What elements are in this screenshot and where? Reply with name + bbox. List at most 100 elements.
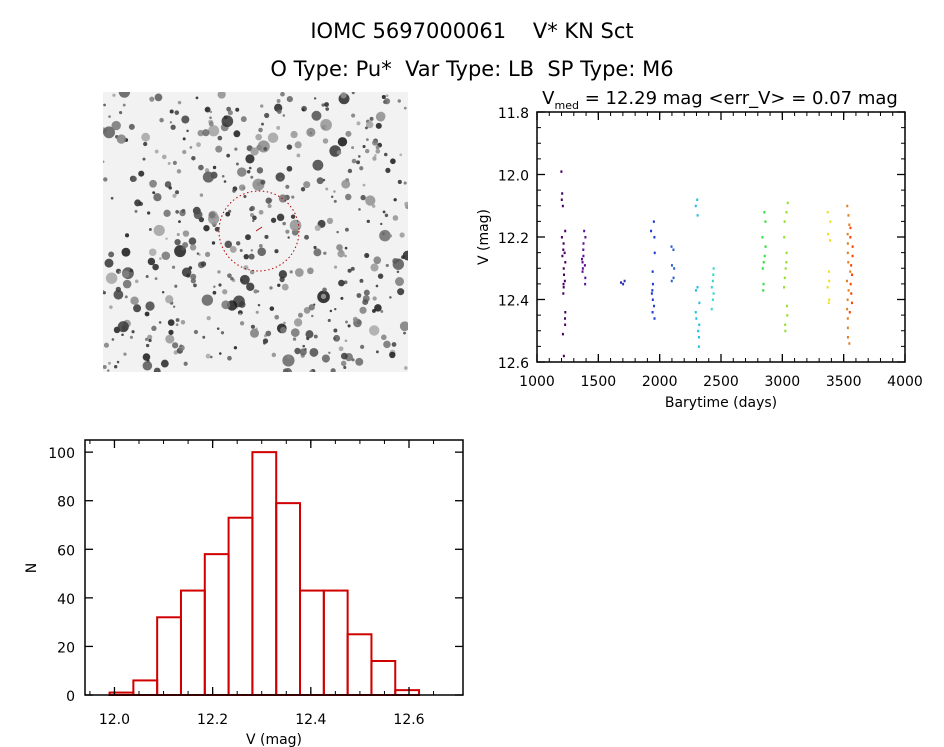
y-tick-label: 100 bbox=[48, 446, 75, 462]
data-point bbox=[562, 286, 565, 289]
light-curve-title: Vmed = 12.29 mag <err_V> = 0.07 mag bbox=[542, 88, 898, 112]
star bbox=[186, 129, 189, 133]
star bbox=[375, 122, 382, 129]
star bbox=[276, 99, 281, 103]
star bbox=[232, 189, 236, 193]
star bbox=[360, 194, 366, 201]
star bbox=[212, 290, 217, 295]
star bbox=[282, 221, 286, 226]
data-point bbox=[850, 292, 853, 295]
star bbox=[290, 214, 296, 219]
target-circle-marker bbox=[218, 190, 300, 272]
star bbox=[209, 116, 212, 120]
data-point bbox=[562, 242, 565, 245]
star bbox=[109, 305, 113, 309]
star bbox=[103, 342, 110, 348]
star bbox=[148, 248, 157, 257]
star bbox=[165, 334, 175, 344]
star bbox=[210, 355, 213, 359]
star bbox=[200, 261, 207, 267]
star bbox=[358, 208, 361, 211]
star bbox=[163, 209, 171, 217]
data-point bbox=[712, 273, 715, 276]
data-point bbox=[651, 311, 654, 314]
data-point bbox=[696, 286, 699, 289]
star bbox=[404, 366, 408, 370]
star bbox=[374, 304, 382, 312]
star bbox=[285, 184, 290, 189]
star bbox=[208, 121, 214, 127]
y-tick-label: 60 bbox=[57, 543, 75, 559]
star bbox=[216, 327, 220, 330]
data-point bbox=[826, 286, 829, 289]
star bbox=[220, 331, 225, 335]
star bbox=[274, 249, 279, 254]
star bbox=[234, 147, 238, 151]
star bbox=[227, 110, 233, 116]
star bbox=[340, 92, 347, 99]
data-point bbox=[670, 279, 673, 283]
star bbox=[281, 283, 289, 291]
y-tick-label: 20 bbox=[57, 640, 75, 656]
star bbox=[347, 324, 351, 328]
star bbox=[366, 138, 369, 141]
star bbox=[403, 331, 406, 335]
histogram-ylabel: N bbox=[24, 563, 40, 573]
star bbox=[372, 296, 377, 301]
star bbox=[397, 179, 402, 185]
data-point bbox=[653, 236, 656, 239]
data-point bbox=[650, 292, 653, 295]
star-layer bbox=[103, 92, 408, 372]
star bbox=[282, 354, 295, 367]
star bbox=[270, 217, 277, 223]
star bbox=[172, 342, 179, 349]
data-point bbox=[583, 229, 586, 233]
star bbox=[338, 279, 345, 287]
star bbox=[142, 360, 153, 371]
star bbox=[307, 267, 314, 275]
star bbox=[193, 283, 197, 288]
star bbox=[246, 170, 251, 174]
star bbox=[213, 285, 216, 288]
star bbox=[239, 321, 245, 326]
star bbox=[250, 249, 254, 252]
star bbox=[395, 277, 404, 287]
data-point bbox=[786, 201, 789, 205]
light-curve-ylabel: V (mag) bbox=[476, 209, 492, 265]
star bbox=[118, 92, 131, 98]
star bbox=[280, 326, 287, 334]
star bbox=[122, 103, 126, 107]
star bbox=[206, 315, 211, 321]
star bbox=[207, 125, 220, 137]
star bbox=[182, 149, 187, 155]
star bbox=[325, 187, 329, 191]
star bbox=[302, 344, 306, 348]
star bbox=[188, 266, 193, 270]
x-tick-label: 1500 bbox=[581, 374, 617, 390]
star bbox=[111, 338, 115, 341]
star bbox=[373, 256, 382, 265]
star bbox=[320, 119, 332, 131]
star bbox=[171, 265, 176, 269]
histogram-xlabel: V (mag) bbox=[246, 732, 302, 747]
data-point bbox=[653, 251, 656, 255]
star bbox=[330, 368, 336, 372]
star bbox=[359, 306, 367, 314]
star bbox=[264, 112, 270, 119]
star bbox=[104, 258, 114, 268]
data-point bbox=[849, 282, 852, 286]
star bbox=[233, 346, 238, 350]
star bbox=[128, 123, 135, 130]
star bbox=[218, 352, 222, 355]
star bbox=[397, 288, 405, 296]
star bbox=[131, 330, 135, 334]
data-point bbox=[652, 220, 655, 223]
star bbox=[322, 287, 327, 292]
data-point bbox=[622, 282, 625, 286]
star bbox=[222, 289, 228, 295]
data-point bbox=[697, 329, 700, 333]
star bbox=[165, 295, 174, 304]
data-point bbox=[848, 342, 851, 345]
star bbox=[152, 191, 156, 195]
data-point bbox=[783, 276, 786, 280]
